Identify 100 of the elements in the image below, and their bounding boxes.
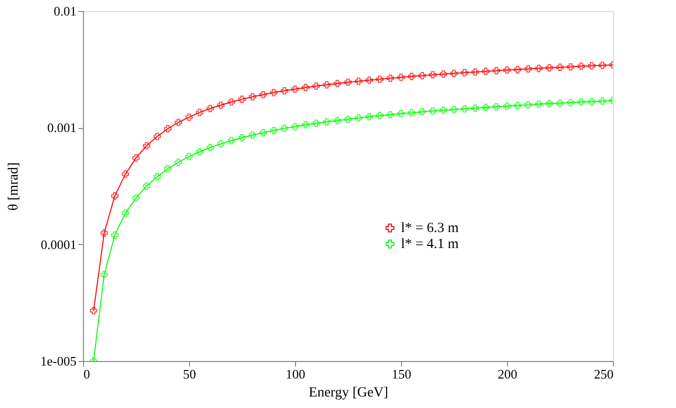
point <box>142 182 150 190</box>
point <box>196 108 204 116</box>
point <box>238 96 246 103</box>
point <box>492 103 500 110</box>
point <box>238 134 246 142</box>
point <box>524 101 532 108</box>
point <box>90 307 98 314</box>
point <box>174 158 182 166</box>
point <box>217 101 224 109</box>
x-tick-label: 250 <box>594 366 614 382</box>
point <box>429 71 436 78</box>
point <box>514 66 522 74</box>
point <box>492 67 500 74</box>
point <box>578 62 585 70</box>
point <box>323 81 330 88</box>
point <box>334 80 342 88</box>
point <box>386 111 394 118</box>
point <box>429 107 436 115</box>
point <box>588 98 596 106</box>
point <box>111 231 118 239</box>
point <box>514 102 522 110</box>
point <box>270 88 278 96</box>
point <box>535 100 542 108</box>
point <box>472 68 479 76</box>
point <box>100 270 108 278</box>
point <box>566 98 574 106</box>
y-tick-label: 0.01 <box>54 4 76 18</box>
point <box>460 105 468 112</box>
point <box>312 82 320 90</box>
y-tick-label: 0.001 <box>47 120 76 136</box>
point <box>111 192 118 200</box>
point <box>598 97 606 105</box>
point <box>291 123 299 130</box>
point <box>418 108 426 116</box>
y-tick-label: 1e-005 <box>40 354 76 368</box>
point <box>302 84 310 92</box>
point <box>366 76 373 84</box>
point <box>503 66 511 74</box>
point <box>397 74 405 82</box>
point <box>291 85 299 93</box>
point <box>503 102 511 110</box>
point <box>196 148 204 156</box>
point <box>386 74 394 82</box>
point <box>344 116 352 123</box>
x-tick-label: 0 <box>84 366 90 382</box>
point <box>482 104 490 112</box>
point <box>450 70 458 78</box>
point <box>100 229 108 237</box>
point <box>482 68 490 75</box>
legend-label: l* = 4.1 m <box>401 237 459 252</box>
point <box>228 98 236 106</box>
x-axis-title: Energy [GeV] <box>308 386 388 400</box>
point <box>334 116 342 124</box>
point <box>312 120 320 127</box>
point <box>248 93 256 100</box>
x-tick-label: 200 <box>498 366 518 382</box>
point <box>164 125 172 132</box>
point <box>354 114 362 122</box>
point <box>556 100 564 107</box>
point <box>460 69 468 76</box>
point <box>566 63 574 71</box>
point <box>228 136 236 144</box>
point <box>440 106 448 114</box>
x-tick-label: 50 <box>183 366 196 382</box>
point <box>154 132 161 140</box>
x-tick-label: 150 <box>392 366 412 382</box>
point <box>535 64 542 72</box>
y-tick-label: 0.0001 <box>40 236 76 252</box>
point <box>440 70 448 78</box>
point <box>122 170 130 178</box>
point <box>206 104 214 112</box>
legend-label: l* = 6.3 m <box>401 221 459 236</box>
point <box>450 106 458 114</box>
point <box>408 109 416 116</box>
point <box>174 118 182 126</box>
point <box>472 104 479 112</box>
point <box>578 98 585 106</box>
point <box>260 129 267 136</box>
point <box>164 165 172 172</box>
point <box>185 114 193 121</box>
point <box>302 121 310 128</box>
point <box>280 124 288 132</box>
point <box>376 76 384 83</box>
point <box>418 72 426 80</box>
point <box>185 152 193 160</box>
point <box>132 154 140 162</box>
point <box>556 64 564 71</box>
point <box>154 173 161 180</box>
point <box>122 210 130 217</box>
y-axis-title: θ [mrad] <box>6 162 22 211</box>
point <box>524 65 532 73</box>
point <box>206 144 214 152</box>
point <box>354 78 362 85</box>
point <box>132 194 140 202</box>
point <box>588 62 596 70</box>
point <box>366 113 373 120</box>
point <box>142 142 150 150</box>
point <box>260 90 267 98</box>
point <box>344 78 352 86</box>
point <box>376 112 384 120</box>
